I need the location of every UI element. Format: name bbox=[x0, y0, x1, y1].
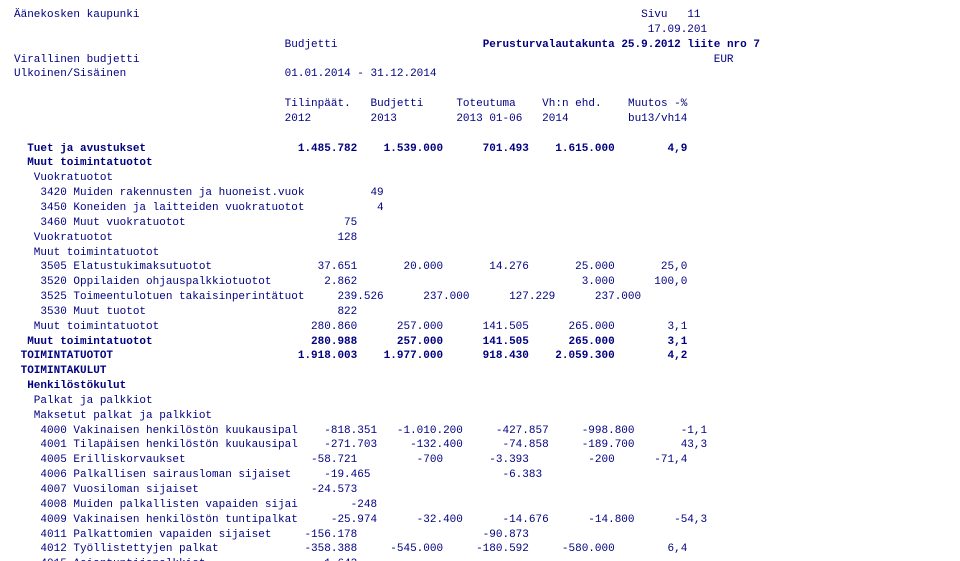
hdr-r1: Sivu 11 bbox=[641, 9, 700, 21]
table-row: 3505 Elatustukimaksutuotot 37.651 20.000… bbox=[14, 260, 960, 275]
table-row: 4006 Palkallisen sairausloman sijaiset -… bbox=[14, 468, 960, 483]
table-row: Maksetut palkat ja palkkiot bbox=[14, 409, 960, 424]
c3b: 2013 01-06 bbox=[456, 113, 522, 125]
hdr-l5: Ulkoinen/Sisäinen bbox=[14, 68, 126, 80]
hdr-r3: Perusturvalautakunta 25.9.2012 liite nro… bbox=[483, 39, 760, 51]
table-row: Muut toimintatuotot bbox=[14, 246, 960, 261]
c5b: bu13/vh14 bbox=[628, 113, 687, 125]
sp bbox=[139, 54, 713, 66]
hdr-m5: 01.01.2014 - 31.12.2014 bbox=[285, 68, 437, 80]
sp bbox=[14, 39, 285, 51]
table-row: 3450 Koneiden ja laitteiden vuokratuotot… bbox=[14, 201, 960, 216]
hdr-r4: EUR bbox=[714, 54, 734, 66]
table-row: 3420 Muiden rakennusten ja huoneist.vuok… bbox=[14, 186, 960, 201]
table-row: 3530 Muut tuotot 822 bbox=[14, 305, 960, 320]
table-row: TOIMINTATUOTOT 1.918.003 1.977.000 918.4… bbox=[14, 349, 960, 364]
c3a: Toteutuma bbox=[456, 98, 515, 110]
table-row: 4011 Palkattomien vapaiden sijaiset -156… bbox=[14, 528, 960, 543]
table-row: Vuokratuotot 128 bbox=[14, 231, 960, 246]
table-row: 4005 Erilliskorvaukset -58.721 -700 -3.3… bbox=[14, 453, 960, 468]
table-row: 3460 Muut vuokratuotot 75 bbox=[14, 216, 960, 231]
table-row: TOIMINTAKULUT bbox=[14, 364, 960, 379]
table-row: 4009 Vakinaisen henkilöstön tuntipalkat … bbox=[14, 513, 960, 528]
table-row: Henkilöstökulut bbox=[14, 379, 960, 394]
table-row: 3520 Oppilaiden ohjauspalkkiotuotot 2.86… bbox=[14, 275, 960, 290]
hdr-left1: Äänekosken kaupunki bbox=[14, 9, 139, 21]
table-row: Vuokratuotot bbox=[14, 171, 960, 186]
sp bbox=[337, 39, 482, 51]
sp bbox=[14, 113, 285, 125]
c1b: 2012 bbox=[285, 113, 311, 125]
c4a: Vh:n ehd. bbox=[542, 98, 601, 110]
c2b: 2013 bbox=[370, 113, 396, 125]
hdr-r2: 17.09.201 bbox=[648, 24, 707, 36]
table-row: 4015 Asiantuntijapalkkiot -1.643 bbox=[14, 557, 960, 561]
table-row: Palkat ja palkkiot bbox=[14, 394, 960, 409]
c4b: 2014 bbox=[542, 113, 568, 125]
c1a: Tilinpäät. bbox=[285, 98, 351, 110]
table-row: 4008 Muiden palkallisten vapaiden sijai … bbox=[14, 498, 960, 513]
c2a: Budjetti bbox=[370, 98, 423, 110]
sp bbox=[14, 98, 285, 110]
sp bbox=[14, 24, 648, 36]
sp bbox=[126, 68, 284, 80]
table-row: 4001 Tilapäisen henkilöstön kuukausipal … bbox=[14, 438, 960, 453]
table-row: Muut toimintatuotot 280.988 257.000 141.… bbox=[14, 335, 960, 350]
hdr-l4: Virallinen budjetti bbox=[14, 54, 139, 66]
hdr-m3: Budjetti bbox=[285, 39, 338, 51]
table-row: 3525 Toimeentulotuen takaisinperintätuot… bbox=[14, 290, 960, 305]
table-row: 4007 Vuosiloman sijaiset -24.573 bbox=[14, 483, 960, 498]
table-row: 4000 Vakinaisen henkilöstön kuukausipal … bbox=[14, 424, 960, 439]
table-row: Muut toimintatuotot 280.860 257.000 141.… bbox=[14, 320, 960, 335]
c5a: Muutos -% bbox=[628, 98, 687, 110]
table-row: Muut toimintatuotot bbox=[14, 156, 960, 171]
sp bbox=[139, 9, 641, 21]
table-row: Tuet ja avustukset 1.485.782 1.539.000 7… bbox=[14, 142, 960, 157]
